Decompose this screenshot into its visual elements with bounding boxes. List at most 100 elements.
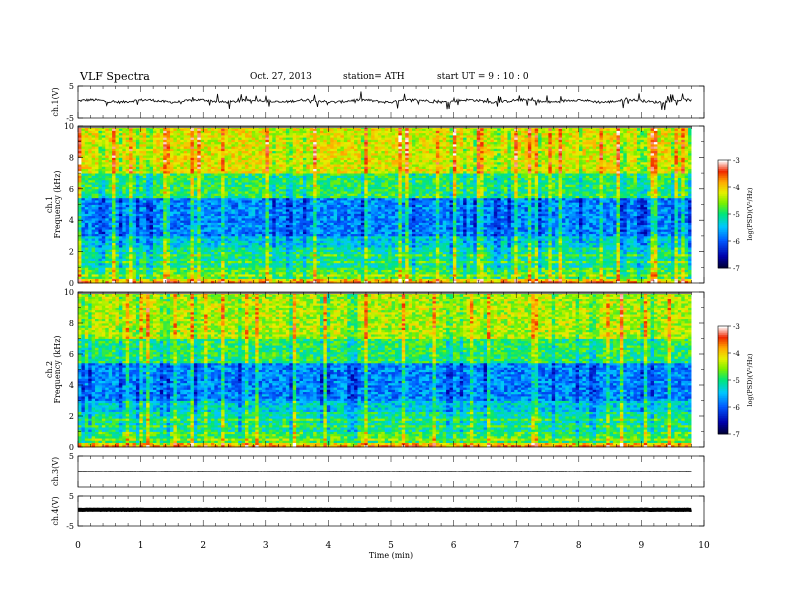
spectrogram-cell	[551, 240, 556, 244]
spectrogram-cell	[643, 238, 648, 241]
spectrogram-cell	[234, 242, 239, 246]
spectrogram-cell	[118, 278, 123, 282]
spectrogram-cell	[394, 238, 399, 241]
spectrogram-cell	[435, 258, 440, 261]
spectrogram-cell	[435, 269, 440, 273]
spectrogram-cell	[91, 260, 96, 264]
spectrogram-cell	[544, 280, 549, 284]
spectrogram-cell	[507, 271, 512, 275]
spectrogram-cell	[688, 247, 692, 250]
spectrogram-cell	[105, 253, 110, 257]
spectrogram-cell	[473, 247, 478, 250]
spectrogram-cell	[292, 238, 297, 241]
spectrogram-cell	[214, 251, 219, 255]
spectrogram-cell	[582, 251, 587, 255]
spectrogram-cell	[279, 269, 283, 273]
spectrogram-cell	[176, 242, 181, 246]
spectrogram-cell	[231, 256, 236, 259]
spectrogram-cell	[449, 278, 454, 282]
spectrogram-cell	[340, 247, 345, 250]
spectrogram-cell	[129, 231, 133, 235]
spectrogram-cell	[173, 224, 178, 228]
spectrogram-cell	[688, 280, 692, 284]
spectrogram-cell	[538, 278, 542, 282]
spectrogram-cell	[684, 276, 689, 279]
spectrogram-cell	[531, 235, 536, 239]
spectrogram-cell	[657, 235, 662, 239]
spectrogram-cell	[299, 278, 304, 282]
spectrogram-cell	[272, 253, 277, 257]
spectrogram-cell	[435, 256, 440, 259]
spectrogram-cell	[653, 224, 658, 228]
spectrogram-cell	[657, 244, 662, 248]
spectrogram-cell	[88, 235, 93, 239]
spectrogram-cell	[176, 249, 181, 252]
spectrogram-cell	[572, 276, 576, 279]
spectrogram-cell	[643, 260, 648, 264]
spectrogram-cell	[388, 244, 392, 248]
spectrogram-cell	[497, 231, 502, 235]
spectrogram-cell	[125, 231, 130, 235]
spectrogram-cell	[268, 265, 273, 268]
spectrogram-cell	[463, 247, 467, 250]
spectrogram-cell	[548, 224, 553, 228]
spectrogram-cell	[132, 262, 137, 266]
spectrogram-cell	[135, 278, 140, 282]
spectrogram-cell	[95, 262, 99, 266]
spectrogram-cell	[466, 280, 471, 284]
spectrogram-cell	[384, 271, 389, 275]
spectrogram-cell	[248, 267, 253, 270]
spectrogram-cell	[333, 251, 338, 255]
spectrogram-cell	[623, 258, 628, 261]
spectrogram-cell	[561, 235, 566, 239]
spectrogram-cell	[647, 267, 651, 270]
spectrogram-cell	[88, 240, 93, 244]
spectrogram-cell	[224, 224, 229, 228]
spectrogram-cell	[476, 240, 481, 244]
spectrogram-cell	[313, 262, 317, 266]
spectrogram-cell	[469, 242, 474, 246]
spectrogram-cell	[118, 265, 123, 268]
spectrogram-cell	[170, 260, 174, 264]
spectrogram-cell	[139, 238, 144, 241]
spectrogram-cell	[337, 274, 341, 277]
spectrogram-cell	[197, 274, 202, 277]
spectrogram-cell	[486, 242, 491, 246]
spectrogram-cell	[217, 267, 222, 270]
spectrogram-cell	[579, 267, 583, 270]
spectrogram-cell	[521, 278, 525, 282]
spectrogram-cell	[306, 247, 311, 250]
spectrogram-cell	[473, 274, 478, 277]
spectrogram-cell	[473, 269, 478, 273]
spectrogram-cell	[139, 274, 144, 277]
spectrogram-cell	[152, 256, 157, 259]
spectrogram-cell	[548, 258, 553, 261]
spectrogram-cell	[463, 242, 467, 246]
spectrogram-cell	[493, 274, 498, 277]
spectrogram-cell	[643, 276, 648, 279]
spectrogram-cell	[367, 249, 372, 252]
spectrogram-cell	[279, 267, 283, 270]
spectrogram-cell	[418, 238, 423, 241]
spectrogram-cell	[630, 278, 634, 282]
spectrogram-cell	[544, 265, 549, 268]
spectrogram-cell	[234, 235, 239, 239]
spectrogram-cell	[364, 240, 369, 244]
spectrogram-cell	[268, 224, 273, 228]
spectrogram-cell	[684, 278, 689, 282]
spectrogram-cell	[602, 249, 607, 252]
spectrogram-cell	[514, 242, 519, 246]
spectrogram-cell	[527, 224, 532, 228]
spectrogram-cell	[493, 249, 498, 252]
spectrogram-cell	[146, 260, 150, 264]
spectrogram-cell	[504, 251, 508, 255]
spectrogram-cell	[125, 256, 130, 259]
spectrogram-cell	[118, 269, 123, 273]
spectrogram-cell	[156, 251, 161, 255]
spectrogram-cell	[282, 269, 287, 273]
spectrogram-cell	[371, 233, 375, 237]
spectrogram-cell	[176, 233, 181, 237]
spectrogram-cell	[367, 274, 372, 277]
spectrogram-cell	[132, 280, 137, 284]
spectrogram-cell	[681, 265, 686, 268]
